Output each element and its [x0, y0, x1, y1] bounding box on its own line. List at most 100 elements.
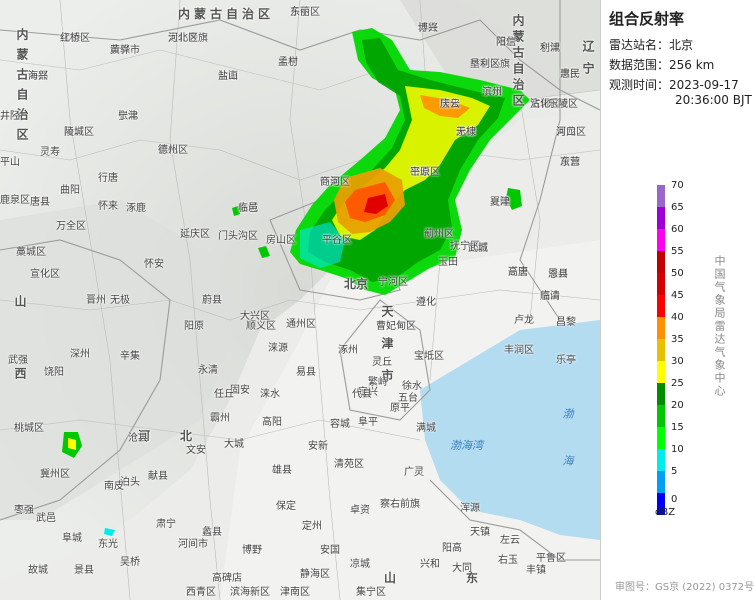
place-label: 宁津 [118, 111, 138, 122]
place-label: 献县 [148, 471, 168, 482]
scale-tick-label: 5 [671, 466, 678, 477]
place-label: 黄骅市 [110, 45, 140, 56]
place-label: 武邑 [36, 513, 56, 524]
place-label: 喀左 [496, 37, 516, 48]
place-label: 曹妃甸区 [376, 321, 416, 332]
place-label: 怀来 [98, 201, 118, 212]
range-label: 数据范围： [609, 58, 670, 72]
place-label: 沽源 [218, 71, 238, 82]
scale-tick-label: 65 [671, 202, 684, 213]
place-label: 井陉 [0, 111, 20, 122]
color-scale [657, 185, 665, 515]
place-label: 滨海新区 [230, 587, 270, 598]
place-label: 文安 [186, 445, 206, 456]
scale-swatch [657, 449, 665, 471]
scale-swatch [657, 405, 665, 427]
place-label: 阳信 [496, 37, 516, 48]
place-label: 建平 [560, 69, 580, 80]
place-label: 沧县 [128, 433, 148, 444]
place-label: 繁峙 [368, 377, 388, 388]
place-label: 鹿泉区 [0, 195, 30, 206]
radar-map[interactable]: 内蒙古自治区 内蒙古自治区 内蒙古自治区 辽宁 河北 北京 天津市 山西 山东 … [0, 0, 600, 600]
scale-swatch [657, 339, 665, 361]
scale-swatch [657, 383, 665, 405]
region-label: 山西 [13, 295, 27, 439]
place-label: 景县 [74, 565, 94, 576]
place-label: 丰镇 [526, 565, 546, 576]
place-label: 凌源 [560, 157, 580, 168]
place-label: 滨州 [482, 87, 502, 98]
region-label: 北京 [344, 277, 369, 291]
sea-label: 渤海湾 [450, 439, 483, 452]
place-label: 原平 [390, 403, 410, 414]
place-label: 利津 [540, 43, 560, 54]
place-label: 怀安 [144, 259, 164, 270]
scale-tick-label: 60 [671, 224, 684, 235]
place-label: 藁城区 [16, 247, 46, 258]
place-label: 宝坻区 [414, 351, 444, 362]
scale-tick-label: 35 [671, 334, 684, 345]
place-label: 密云区 [410, 167, 440, 178]
place-label: 博野 [242, 545, 262, 556]
place-label: 武城 [468, 243, 488, 254]
place-label: 多伦 [290, 7, 310, 18]
place-label: 枣强 [14, 505, 34, 516]
place-label: 临清 [540, 291, 560, 302]
place-label: 怀柔区 [320, 177, 350, 188]
panel-title: 组合反射率 [609, 10, 685, 28]
place-label: 阜城 [62, 533, 82, 544]
place-label: 门头沟区 [218, 231, 258, 242]
place-label: 抚宁区 [450, 241, 480, 252]
place-label: 蓟州区 [424, 229, 454, 240]
place-label: 涿鹿 [126, 203, 146, 214]
place-label: 平谷区 [322, 235, 352, 246]
place-label: 深州 [70, 349, 90, 360]
agency-label: 中国气象局雷达气象中心 [713, 255, 726, 398]
review-number: 审图号：GS京 (2022) 0372号 [615, 582, 755, 593]
scale-tick-label: 30 [671, 356, 684, 367]
place-label: 通州区 [286, 319, 316, 330]
scale-tick-label: 25 [671, 378, 684, 389]
place-label: 平泉 [482, 87, 502, 98]
place-label: 大城 [224, 439, 244, 450]
place-label: 大同 [452, 563, 472, 574]
place-label: 定兴 [358, 387, 378, 398]
time-date: 2023-09-17 [669, 78, 739, 92]
place-label: 高唐 [508, 267, 528, 278]
place-label: 恩县 [548, 269, 568, 280]
scale-tick-label: 20 [671, 400, 684, 411]
place-label: 孟村 [278, 57, 298, 68]
place-label: 无棣 [456, 127, 476, 138]
region-label: 内蒙古自治区 [511, 14, 525, 110]
scale-swatch [657, 185, 665, 207]
region-label: 河北 [138, 429, 223, 443]
sea-label: 渤海 [561, 408, 574, 502]
place-label: 尚义 [64, 127, 84, 138]
place-label: 行唐 [98, 173, 118, 184]
place-label: 阳高 [442, 543, 462, 554]
place-label: 顺义区 [246, 321, 276, 332]
place-label: 凉城 [350, 559, 370, 570]
terrain-base [0, 0, 600, 600]
radar-echo [62, 28, 530, 536]
place-label: 平原 [410, 167, 430, 178]
place-label: 桃城区 [14, 423, 44, 434]
place-label: 商河 [320, 177, 340, 188]
place-label: 赤峰 [418, 23, 438, 34]
place-label: 津南区 [280, 587, 310, 598]
region-label: 内蒙古自治区 [178, 7, 275, 21]
place-label: 宁城区 [548, 99, 578, 110]
place-label: 临邑 [238, 203, 258, 214]
place-label: 青龙 [556, 127, 576, 138]
place-label: 饶阳 [44, 367, 64, 378]
place-label: 定州 [302, 521, 322, 532]
place-label: 博兴 [418, 23, 438, 34]
scale-swatch [657, 493, 665, 515]
place-label: 雄县 [272, 465, 292, 476]
range-row: 数据范围：256 km [609, 56, 714, 73]
place-label: 蔚县 [202, 295, 222, 306]
place-label: 隆化 [440, 99, 460, 110]
place-label: 徐水 [402, 381, 422, 392]
station-row: 雷达站名：北京 [609, 36, 693, 53]
place-label: 察右前旗 [380, 499, 420, 510]
